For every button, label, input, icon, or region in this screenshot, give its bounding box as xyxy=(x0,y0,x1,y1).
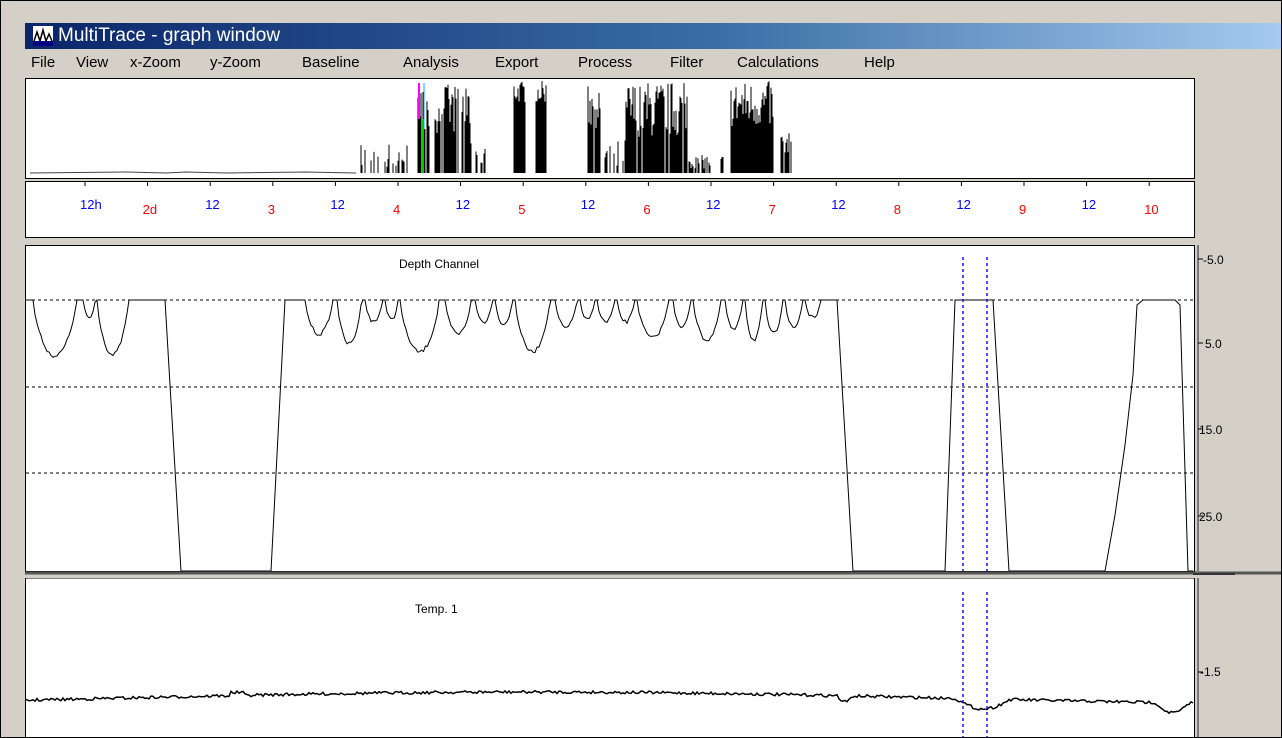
time-axis-tick-label: 7 xyxy=(768,202,776,217)
overview-baseline xyxy=(29,171,357,174)
time-axis-tick-label: 12 xyxy=(205,197,220,212)
time-axis-tick-label: 12 xyxy=(956,197,971,212)
depth-channel-panel[interactable]: Depth Channel -5.0 5.0 15.0 25.0 xyxy=(25,245,1281,575)
menu-process[interactable]: Process xyxy=(578,54,633,71)
depth-plot-area xyxy=(25,245,1195,572)
time-axis-tick-label: 5 xyxy=(518,202,526,217)
menu-y-zoom[interactable]: y-Zoom xyxy=(210,54,261,71)
depth-y-tick: -5.0 xyxy=(1203,253,1224,267)
depth-trace-line xyxy=(25,298,1193,572)
menu-view[interactable]: View xyxy=(76,54,109,71)
time-axis-tick-label: 4 xyxy=(393,202,401,217)
time-axis-tick-label: 6 xyxy=(643,202,651,217)
time-axis: 12h 2d 12 3 12 4 12 5 12 6 12 7 12 8 12 9 12 10 xyxy=(25,181,1195,238)
time-axis-tick-label: 12 xyxy=(1081,197,1097,212)
time-axis-tick-label: 3 xyxy=(267,202,276,217)
time-axis-svg xyxy=(84,182,1150,186)
time-axis-tick-label: 9 xyxy=(1019,202,1027,217)
time-axis-tick-label: 12 xyxy=(580,197,596,212)
temp-1-panel[interactable]: Temp. 1 -1.5 xyxy=(25,578,1281,737)
depth-y-tick: 25.0 xyxy=(1199,510,1223,524)
menu-filter[interactable]: Filter xyxy=(670,54,704,71)
time-axis-tick-label: 12 xyxy=(831,197,846,212)
depth-y-tick: 5.0 xyxy=(1205,337,1222,351)
overview-bars-svg xyxy=(29,81,792,174)
multitrace-app-icon xyxy=(33,26,53,46)
window-title: MultiTrace - graph window xyxy=(58,25,281,46)
depth-channel-title: Depth Channel xyxy=(399,257,480,271)
temp-plot-area xyxy=(25,578,1195,737)
depth-y-tick: 15.0 xyxy=(1199,423,1223,437)
menu-x-zoom[interactable]: x-Zoom xyxy=(130,54,181,71)
time-axis-tick-label: 12 xyxy=(455,197,471,212)
title-bar[interactable]: MultiTrace - graph window xyxy=(25,23,1281,49)
temp-1-plot xyxy=(25,578,1203,737)
menu-calculations[interactable]: Calculations xyxy=(737,54,819,71)
time-axis-tick-label: 12 xyxy=(330,197,345,212)
time-axis-tick-label: 8 xyxy=(893,202,902,217)
time-axis-tick-label: 12 xyxy=(706,197,721,212)
depth-channel-plot xyxy=(25,245,1281,575)
temp-trace-line xyxy=(25,689,1194,715)
time-axis-tick-label: 10 xyxy=(1144,202,1159,217)
overview-activity-chart[interactable] xyxy=(25,78,1195,179)
menu-analysis[interactable]: Analysis xyxy=(403,54,459,71)
time-axis-tick-label: 12h xyxy=(80,197,102,212)
menu-bar: File View x-Zoom y-Zoom Baseline Analysi… xyxy=(25,49,1281,77)
menu-export[interactable]: Export xyxy=(495,54,539,71)
menu-help[interactable]: Help xyxy=(864,54,895,71)
temp-y-tick: -1.5 xyxy=(1200,665,1221,679)
time-axis-tick-label: 2d xyxy=(142,202,158,217)
menu-file[interactable]: File xyxy=(31,54,56,71)
menu-baseline[interactable]: Baseline xyxy=(302,54,360,71)
temp-1-title: Temp. 1 xyxy=(415,602,458,616)
